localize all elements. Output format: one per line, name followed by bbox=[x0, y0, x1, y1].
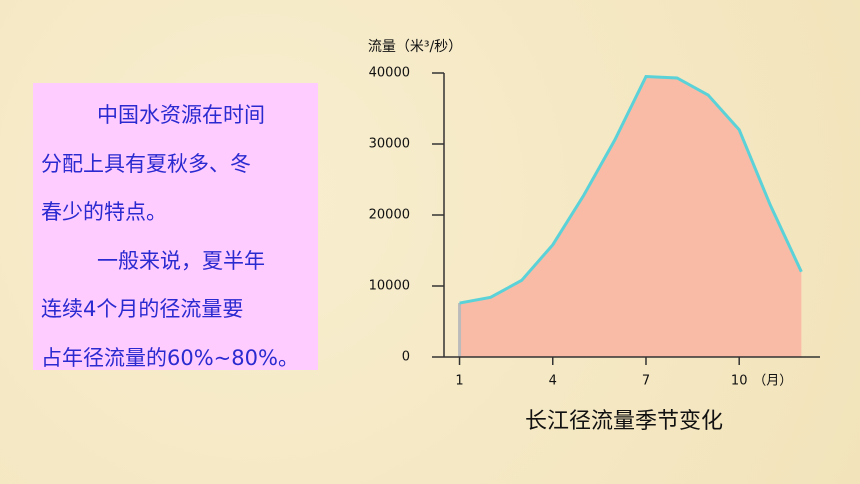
line bbox=[459, 75, 803, 305]
y-tick-label: 40000 bbox=[369, 66, 410, 81]
x-tick-label: 7 bbox=[642, 374, 650, 389]
y-axis-title: 流量（米³/秒） bbox=[368, 39, 462, 55]
text-line: 连续4个月的径流量要 bbox=[41, 297, 244, 321]
text-line: 春少的特点。 bbox=[41, 200, 167, 224]
x-axis-title: （月） bbox=[753, 374, 792, 389]
y-tick-label: 10000 bbox=[369, 279, 410, 294]
text-line: 分配上具有夏秋多、冬 bbox=[41, 151, 251, 176]
chart-caption: 长江径流量季节变化 bbox=[525, 409, 723, 434]
text-line: 占年径流量的60%~80%。 bbox=[41, 345, 299, 370]
area bbox=[459, 76, 802, 358]
y-tick-label: 30000 bbox=[369, 137, 410, 152]
y-tick-label: 20000 bbox=[369, 208, 410, 223]
x-tick-label: 1 bbox=[455, 374, 463, 389]
y-tick-label: 0 bbox=[402, 350, 410, 365]
x-tick-label: 4 bbox=[549, 374, 557, 389]
text-line: 中国水资源在时间 bbox=[97, 103, 265, 127]
text-box: 中国水资源在时间分配上具有夏秋多、冬 春少的特点。一般来说，夏半年连续4个月的径流… bbox=[33, 83, 318, 370]
x-tick-label: 10 bbox=[731, 374, 748, 389]
text-line: 一般来说，夏半年 bbox=[97, 248, 265, 273]
